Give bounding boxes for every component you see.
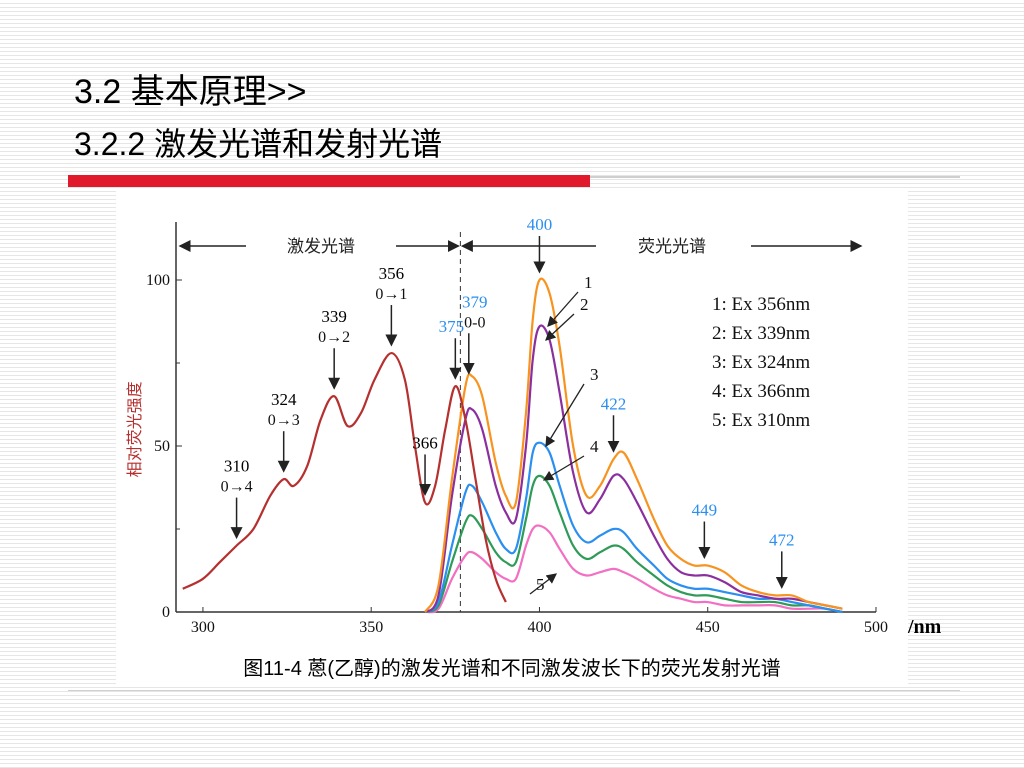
peak-label-449: 449 — [692, 501, 718, 520]
title-accent-bar — [68, 175, 590, 187]
legend-entry-5: 5: Ex 310nm — [712, 410, 810, 431]
y-tick-label: 0 — [162, 604, 170, 621]
curve-1 — [424, 277, 843, 613]
spectrum-figure: 300 350 400 450 500 0 50 100 相对荧光强度 激发光谱 荧光光谱 0→4… — [116, 190, 908, 684]
legend-entry-3: 3: Ex 324nm — [712, 352, 810, 373]
curve-2 — [424, 324, 843, 613]
legend-entry-4: 4: Ex 366nm — [712, 381, 810, 402]
slide-title: 3.2 基本原理>> — [74, 73, 307, 111]
legend-entry-1: 1: Ex 356nm — [712, 294, 810, 315]
y-tick-label: 50 — [154, 438, 170, 455]
peak-label-356: 356 — [379, 264, 405, 283]
curve-label-3: 3 — [590, 365, 599, 384]
peak-label-366: 366 — [412, 433, 438, 452]
x-tick-label: 450 — [696, 619, 720, 636]
chart-legend: 1: Ex 356nm 2: Ex 339nm 3: Ex 324nm 4: Ex 3… — [712, 294, 810, 431]
peak-transition-379: 0-0 — [464, 314, 485, 331]
peak-label-400: 400 — [527, 215, 553, 234]
slide-subtitle: 3.2.2 激发光谱和发射光谱 — [74, 126, 443, 162]
curve-label-2: 2 — [580, 295, 589, 314]
curve-label-arrow-4 — [542, 455, 585, 481]
peak-label-310: 310 — [224, 457, 250, 476]
peak-label-324: 324 — [271, 390, 297, 409]
peak-label-472: 472 — [769, 530, 795, 549]
footer-divider-line — [68, 690, 960, 691]
curve-label-arrow-5 — [529, 573, 558, 595]
peak-transition-339: 0→2 — [318, 329, 350, 346]
curve-label-arrow-2 — [545, 313, 575, 341]
x-tick-label: 350 — [359, 619, 383, 636]
chart-axes: 300 350 400 450 500 0 50 100 相对荧光强度 — [126, 222, 888, 636]
peak-label-339: 339 — [321, 307, 347, 326]
x-axis-unit: /nm — [908, 616, 942, 638]
peak-label-375: 375 — [439, 317, 465, 336]
curve-label-arrow-1 — [547, 291, 579, 327]
curve-label-arrow-3 — [545, 383, 585, 448]
y-tick-label: 100 — [146, 272, 170, 289]
curve-label-4: 4 — [590, 437, 599, 456]
legend-entry-2: 2: Ex 339nm — [712, 323, 810, 344]
x-tick-label: 400 — [527, 619, 551, 636]
spectrum-chart: 300 350 400 450 500 0 50 100 相对荧光强度 激发光谱 荧光光谱 0→4… — [126, 215, 888, 636]
curve-3 — [424, 441, 843, 614]
region-label-excitation: 激发光谱 — [287, 237, 355, 256]
chart-curves — [182, 277, 843, 614]
title-divider-line — [590, 176, 960, 178]
y-axis-label: 相对荧光强度 — [126, 381, 144, 477]
x-tick-label: 500 — [864, 619, 888, 636]
peak-transition-310: 0→4 — [221, 479, 253, 496]
region-label-emission: 荧光光谱 — [638, 237, 706, 256]
peak-label-379: 379 — [462, 292, 488, 311]
peak-transition-356: 0→1 — [375, 286, 407, 303]
peak-transition-324: 0→3 — [268, 412, 300, 429]
curve-5 — [424, 524, 843, 614]
curve-label-1: 1 — [584, 273, 593, 292]
curve-label-5: 5 — [536, 575, 545, 594]
curve-excitation — [182, 351, 507, 603]
peak-label-422: 422 — [601, 394, 627, 413]
x-tick-label: 300 — [191, 619, 215, 636]
figure-caption: 图11-4 蒽(乙醇)的激发光谱和不同激发波长下的荧光发射光谱 — [243, 658, 781, 680]
